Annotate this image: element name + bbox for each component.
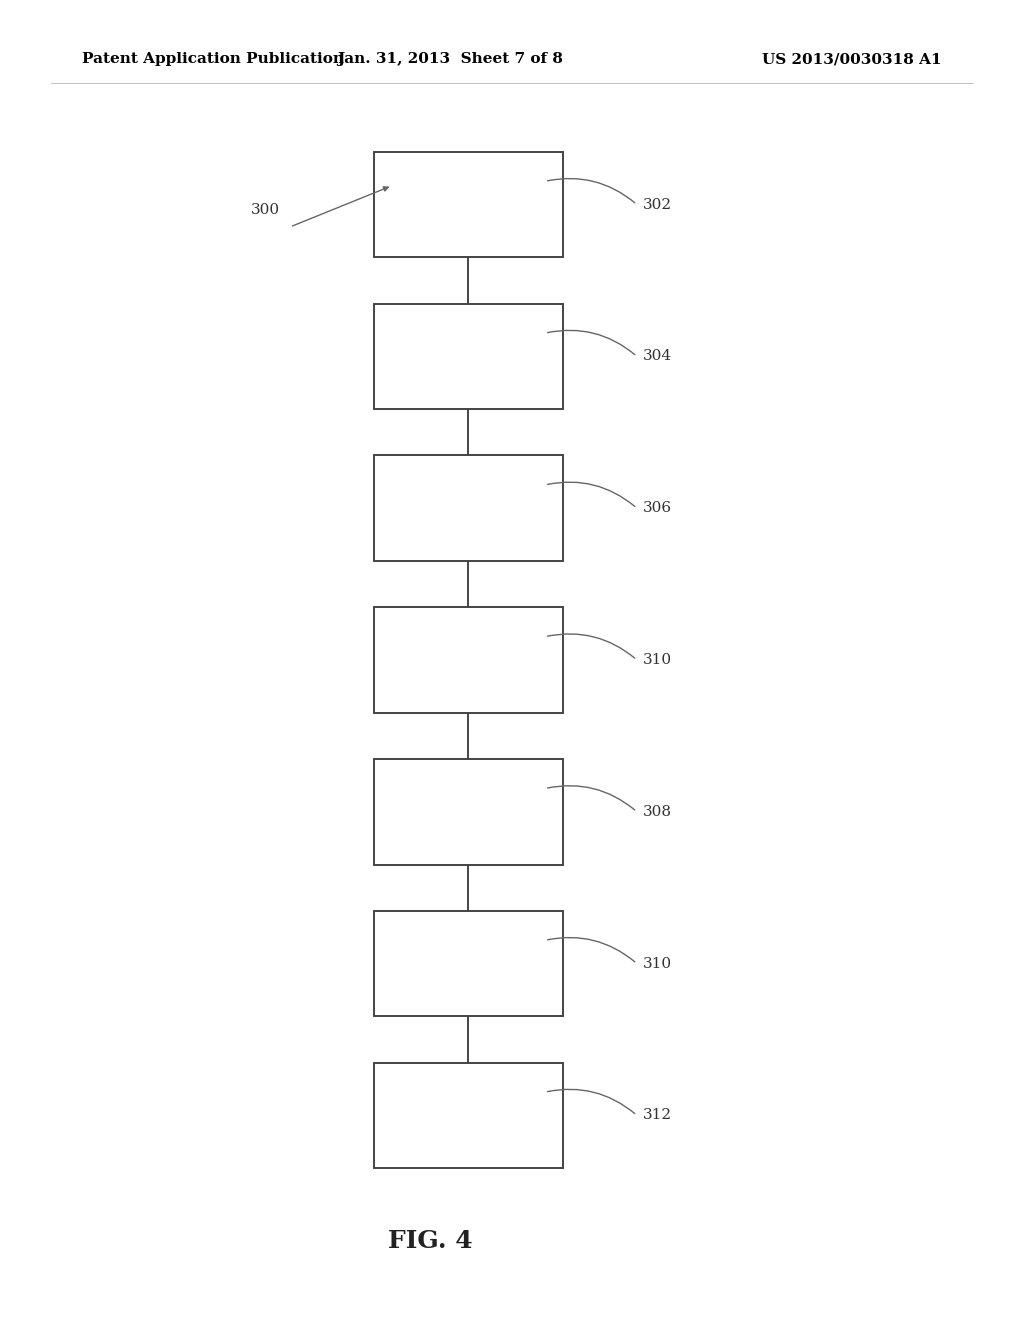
FancyBboxPatch shape	[374, 607, 563, 713]
Text: 310: 310	[643, 957, 672, 970]
Text: 302: 302	[643, 198, 672, 211]
Text: 304: 304	[643, 350, 672, 363]
Text: 310: 310	[643, 653, 672, 667]
Text: Jan. 31, 2013  Sheet 7 of 8: Jan. 31, 2013 Sheet 7 of 8	[338, 53, 563, 66]
Text: 300: 300	[251, 203, 280, 216]
Text: Patent Application Publication: Patent Application Publication	[82, 53, 344, 66]
FancyBboxPatch shape	[374, 1063, 563, 1168]
Text: FIG. 4: FIG. 4	[388, 1229, 472, 1253]
Text: 308: 308	[643, 805, 672, 818]
FancyBboxPatch shape	[374, 759, 563, 865]
FancyBboxPatch shape	[374, 304, 563, 409]
FancyBboxPatch shape	[374, 911, 563, 1016]
FancyBboxPatch shape	[374, 455, 563, 561]
FancyBboxPatch shape	[374, 152, 563, 257]
Text: 312: 312	[643, 1109, 672, 1122]
Text: 306: 306	[643, 502, 672, 515]
Text: US 2013/0030318 A1: US 2013/0030318 A1	[763, 53, 942, 66]
